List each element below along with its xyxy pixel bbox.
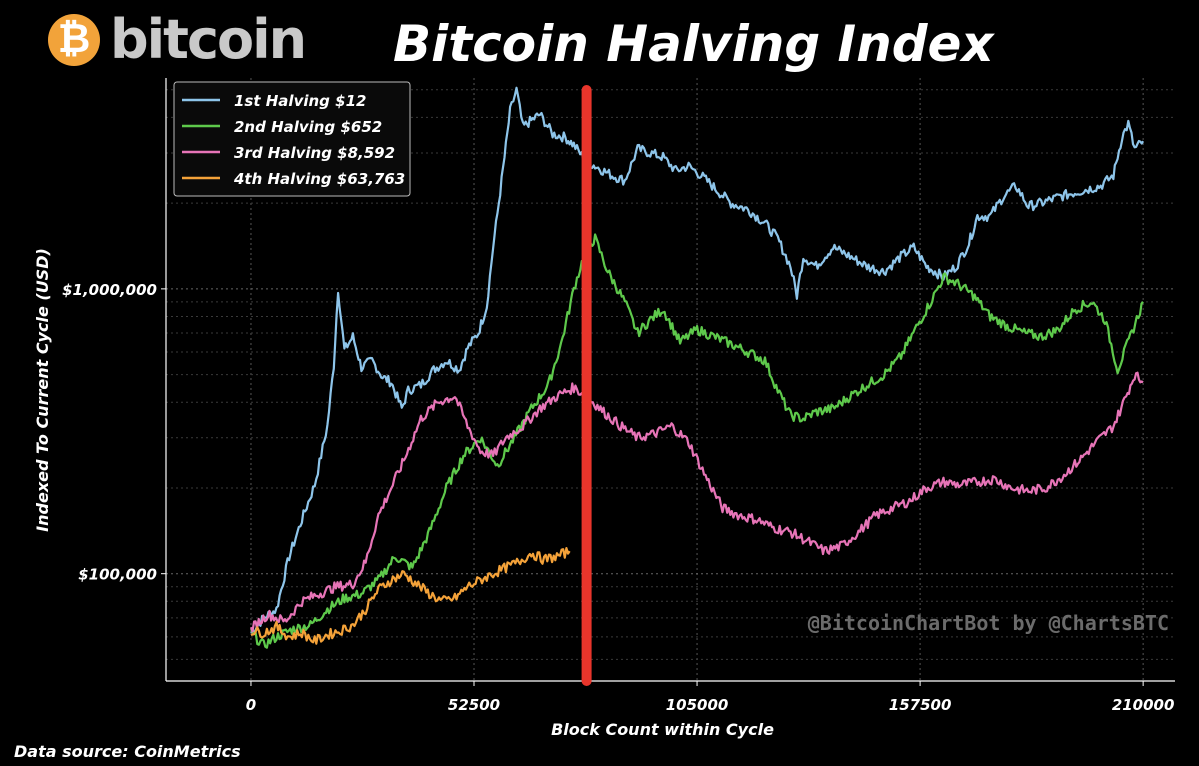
- series-line-1: [250, 86, 1145, 635]
- x-tick-label: 157500: [889, 696, 952, 714]
- chart-title: Bitcoin Halving Index: [393, 15, 994, 73]
- legend-box: [173, 81, 411, 197]
- series-line-2: [250, 233, 1144, 649]
- x-tick-label: 210000: [1112, 696, 1175, 714]
- bitcoin-symbol: ₿: [57, 16, 91, 62]
- y-tick-label: $100,000: [78, 566, 157, 584]
- series-lines: [249, 86, 1145, 649]
- y-axis-label: Indexed To Current Cycle (USD): [33, 248, 52, 532]
- watermark: @BitcoinChartBot by @ChartsBTC: [808, 611, 1169, 635]
- legend-entry: 2nd Halving $652: [234, 118, 382, 136]
- x-axis-label: Block Count within Cycle: [551, 720, 774, 739]
- series-line-3: [249, 371, 1144, 633]
- legend: 1st Halving $12 2nd Halving $652 3rd Halvi…: [173, 81, 411, 197]
- data-source-note: Data source: CoinMetrics: [14, 742, 241, 761]
- y-tick-label: $1,000,000: [62, 281, 157, 299]
- x-tick-label: 105000: [666, 696, 729, 714]
- legend-entry: 4th Halving $63,763: [233, 170, 405, 188]
- legend-entry: 3rd Halving $8,592: [234, 144, 395, 162]
- x-tick-label: 52500: [448, 696, 500, 714]
- series-line-4: [250, 546, 571, 645]
- bitcoin-wordmark: bitcoin: [110, 8, 307, 71]
- bitcoin-logo: ₿ bitcoin: [48, 8, 307, 71]
- bitcoin-coin-icon: ₿: [48, 14, 100, 66]
- x-tick-label: 0: [246, 696, 256, 714]
- legend-entry: 1st Halving $12: [234, 92, 366, 110]
